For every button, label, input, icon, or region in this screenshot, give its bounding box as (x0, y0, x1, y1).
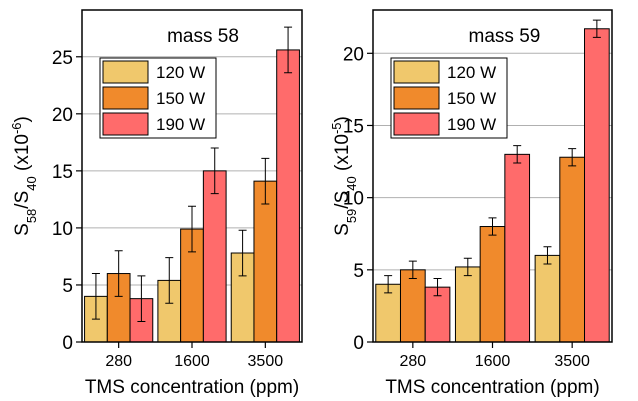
y-axis-label-part: ) (12, 116, 33, 122)
x-tick-label: 1600 (475, 353, 511, 370)
error-bar (433, 277, 442, 297)
legend-label: 190 W (156, 115, 205, 134)
bar (276, 49, 300, 343)
error-bar (463, 257, 472, 277)
legend-swatch (393, 86, 440, 110)
legend-label: 120 W (447, 63, 496, 82)
x-tick-label: 280 (399, 353, 426, 370)
error-bar (114, 250, 123, 297)
error-bar (543, 246, 552, 265)
y-axis-label-part: 59 (344, 209, 359, 223)
plot-frame (372, 9, 613, 343)
error-bar (165, 257, 174, 304)
y-tick-label: 20 (52, 105, 73, 126)
y-axis-label-part: /S (12, 191, 33, 209)
legend-label: 150 W (447, 89, 496, 108)
y-axis-label-part: S (12, 223, 33, 236)
bar (479, 226, 506, 343)
y-tick-label: 15 (52, 162, 73, 183)
y-tick-label: 10 (343, 189, 364, 210)
error-bar (137, 275, 146, 322)
legend-label: 120 W (156, 63, 205, 82)
y-axis-label-part: -6 (9, 122, 24, 134)
bar (253, 180, 278, 343)
annotation: mass 58 (167, 26, 239, 47)
bar (399, 269, 426, 343)
error-bar (238, 229, 247, 277)
y-axis-label: S58/S40 (x10-6) (9, 116, 39, 236)
y-tick-label: 20 (343, 44, 364, 65)
y-axis-label-part: 40 (24, 176, 39, 190)
legend-swatch (102, 60, 149, 84)
error-bar (592, 19, 601, 38)
annotation: mass 59 (469, 26, 541, 47)
y-tick-label: 0 (353, 333, 364, 354)
x-tick-label: 1600 (174, 353, 210, 370)
legend-swatch (102, 112, 149, 136)
error-bar (188, 205, 196, 253)
y-axis-label-part: (x10 (332, 134, 353, 176)
error-bar (568, 148, 577, 167)
legend-swatch (393, 60, 440, 84)
y-axis-label-part: 40 (344, 176, 359, 190)
legend-label: 150 W (156, 89, 205, 108)
y-tick-label: 15 (343, 116, 364, 137)
error-bar (284, 26, 293, 74)
y-axis-label-part: ) (332, 116, 353, 122)
error-bar (488, 217, 497, 236)
error-bar (210, 147, 219, 195)
y-axis-label: S59/S40 (x10-5) (329, 116, 359, 236)
y-tick-label: 0 (62, 333, 73, 354)
x-axis-label: TMS concentration (ppm) (85, 377, 299, 398)
error-bar (408, 260, 417, 279)
bar (534, 254, 561, 343)
bar (584, 28, 610, 343)
legend-swatch (393, 112, 440, 136)
legend-swatch (102, 86, 149, 110)
bar (202, 170, 227, 343)
bar (504, 153, 531, 343)
x-tick-label: 280 (105, 353, 132, 370)
x-axis-label: TMS concentration (ppm) (385, 377, 599, 398)
y-tick-label: 10 (52, 219, 73, 240)
bar (454, 266, 481, 343)
y-axis-label-part: 58 (24, 209, 39, 223)
y-axis-label-part: S (332, 223, 353, 236)
y-axis-label-part: -5 (329, 122, 344, 134)
error-bar (261, 157, 270, 205)
y-tick-label: 5 (62, 276, 73, 297)
plot-frame (81, 9, 303, 343)
bar (559, 156, 586, 343)
y-tick-label: 25 (52, 48, 73, 69)
y-axis-label-part: /S (332, 191, 353, 209)
error-bar (91, 273, 100, 320)
x-tick-label: 3500 (248, 353, 284, 370)
x-tick-label: 3500 (554, 353, 590, 370)
error-bar (384, 275, 393, 294)
y-tick-label: 5 (353, 261, 364, 282)
error-bar (513, 145, 522, 164)
y-axis-label-part: (x10 (12, 134, 33, 176)
legend-label: 190 W (447, 115, 496, 134)
